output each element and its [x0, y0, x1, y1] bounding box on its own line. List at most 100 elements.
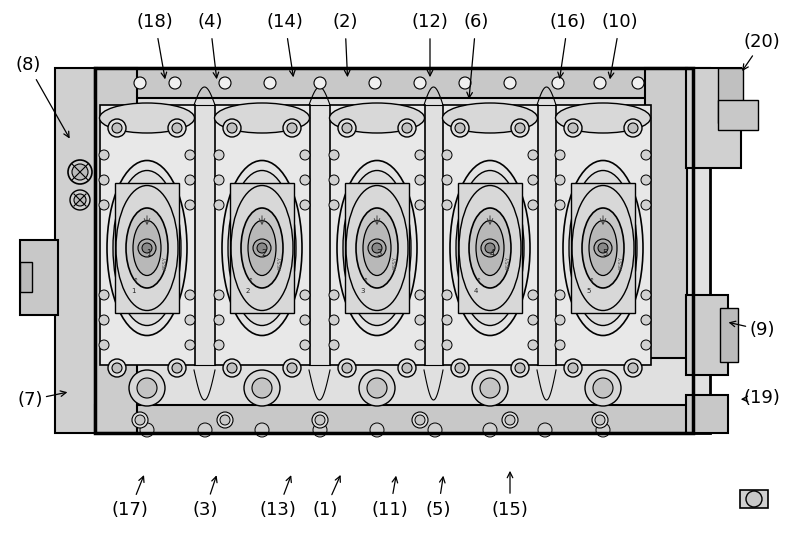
Circle shape — [415, 290, 425, 300]
Text: 1: 1 — [146, 249, 152, 257]
Circle shape — [415, 315, 425, 325]
Bar — [718, 100, 758, 130]
Circle shape — [455, 363, 465, 373]
Bar — [55, 68, 97, 433]
Circle shape — [398, 119, 416, 137]
Circle shape — [185, 175, 195, 185]
Circle shape — [214, 290, 224, 300]
Circle shape — [300, 150, 310, 160]
Ellipse shape — [214, 103, 310, 133]
Circle shape — [505, 415, 515, 425]
Circle shape — [300, 290, 310, 300]
Circle shape — [99, 290, 109, 300]
Ellipse shape — [476, 221, 504, 276]
Circle shape — [641, 340, 651, 350]
Circle shape — [442, 200, 452, 210]
Circle shape — [442, 340, 452, 350]
Circle shape — [329, 200, 339, 210]
Circle shape — [168, 359, 186, 377]
Bar — [330, 105, 425, 365]
Circle shape — [528, 340, 538, 350]
Bar — [95, 68, 710, 98]
Circle shape — [415, 415, 425, 425]
Text: 4: 4 — [474, 288, 478, 294]
Bar — [230, 183, 294, 313]
Circle shape — [555, 175, 565, 185]
Ellipse shape — [456, 170, 524, 326]
Circle shape — [112, 123, 122, 133]
Circle shape — [283, 359, 301, 377]
Circle shape — [368, 239, 386, 257]
Circle shape — [632, 77, 644, 89]
Circle shape — [442, 175, 452, 185]
Circle shape — [504, 77, 516, 89]
Circle shape — [329, 150, 339, 160]
Text: (6): (6) — [463, 13, 489, 31]
Circle shape — [185, 290, 195, 300]
Bar — [686, 295, 728, 375]
Circle shape — [568, 123, 578, 133]
Circle shape — [459, 77, 471, 89]
Circle shape — [485, 243, 495, 253]
Bar — [740, 490, 768, 508]
Bar — [645, 68, 687, 358]
Circle shape — [451, 119, 469, 137]
Circle shape — [99, 175, 109, 185]
Circle shape — [168, 119, 186, 137]
Circle shape — [185, 150, 195, 160]
Circle shape — [252, 378, 272, 398]
Text: ASSY: ASSY — [162, 256, 167, 270]
Circle shape — [402, 123, 412, 133]
Circle shape — [641, 175, 651, 185]
Circle shape — [598, 243, 608, 253]
Ellipse shape — [555, 103, 650, 133]
Circle shape — [217, 412, 233, 428]
Circle shape — [367, 378, 387, 398]
Circle shape — [185, 200, 195, 210]
Circle shape — [135, 415, 145, 425]
Ellipse shape — [133, 221, 161, 276]
Circle shape — [300, 200, 310, 210]
Text: ↑: ↑ — [248, 278, 254, 284]
Bar — [20, 240, 58, 315]
Circle shape — [592, 412, 608, 428]
Circle shape — [641, 200, 651, 210]
Circle shape — [214, 175, 224, 185]
Circle shape — [185, 340, 195, 350]
Circle shape — [169, 77, 181, 89]
Circle shape — [219, 77, 231, 89]
Circle shape — [511, 359, 529, 377]
Circle shape — [442, 315, 452, 325]
Text: (9): (9) — [750, 321, 774, 339]
Circle shape — [329, 315, 339, 325]
Circle shape — [359, 370, 395, 406]
Ellipse shape — [337, 161, 417, 336]
Circle shape — [338, 119, 356, 137]
Circle shape — [451, 359, 469, 377]
Circle shape — [112, 363, 122, 373]
Text: (15): (15) — [491, 501, 529, 519]
Circle shape — [412, 412, 428, 428]
Circle shape — [372, 243, 382, 253]
Bar — [95, 68, 693, 433]
Circle shape — [300, 315, 310, 325]
Text: (20): (20) — [744, 33, 780, 51]
Circle shape — [300, 175, 310, 185]
Circle shape — [624, 119, 642, 137]
Circle shape — [129, 370, 165, 406]
Circle shape — [528, 290, 538, 300]
Circle shape — [528, 175, 538, 185]
Circle shape — [134, 77, 146, 89]
Circle shape — [257, 243, 267, 253]
Circle shape — [455, 123, 465, 133]
Text: ASSY: ASSY — [278, 256, 282, 270]
Ellipse shape — [356, 208, 398, 288]
Circle shape — [253, 239, 271, 257]
Circle shape — [428, 423, 442, 437]
Circle shape — [99, 200, 109, 210]
Circle shape — [185, 315, 195, 325]
Circle shape — [628, 363, 638, 373]
Circle shape — [214, 200, 224, 210]
Circle shape — [594, 239, 612, 257]
Circle shape — [227, 363, 237, 373]
